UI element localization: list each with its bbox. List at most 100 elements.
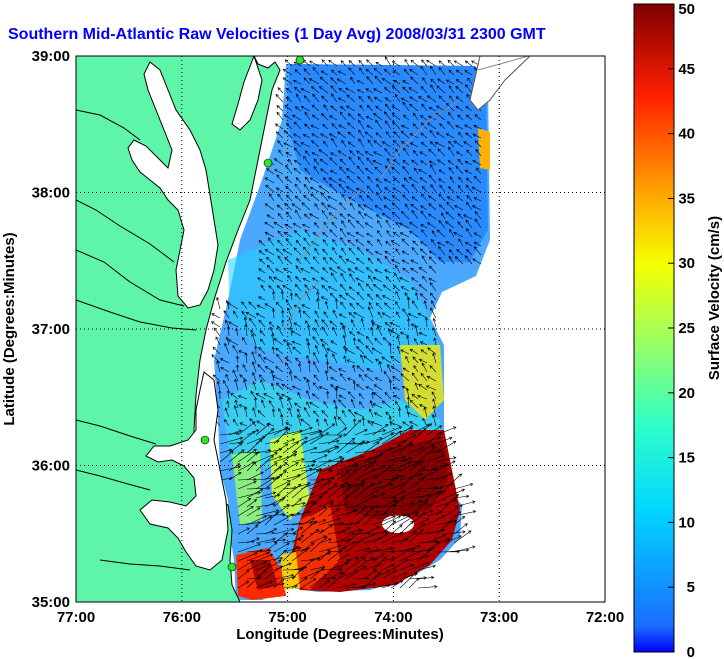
velocity-vector xyxy=(318,468,334,473)
velocity-vector xyxy=(235,327,239,337)
velocity-vector xyxy=(246,574,262,589)
velocity-vector xyxy=(304,123,311,130)
velocity-vector xyxy=(358,373,365,382)
velocity-vector xyxy=(328,366,338,373)
coverage-gap xyxy=(382,515,414,533)
velocity-vector xyxy=(412,123,419,130)
velocity-vector xyxy=(277,87,284,94)
velocity-vector xyxy=(399,520,414,535)
velocity-vector xyxy=(473,197,482,202)
velocity-vector xyxy=(390,329,401,337)
velocity-vector xyxy=(270,382,275,391)
velocity-vector xyxy=(429,129,437,139)
velocity-vector xyxy=(410,259,419,265)
velocity-vector xyxy=(363,213,374,220)
velocity-vector xyxy=(246,524,259,535)
velocity-vector xyxy=(418,169,428,175)
velocity-vector xyxy=(237,430,256,445)
velocity-vector xyxy=(321,59,329,67)
velocity-vector xyxy=(348,156,356,166)
radar-station-marker xyxy=(200,435,210,445)
velocity-vector xyxy=(473,175,482,184)
velocity-vector xyxy=(438,95,446,103)
velocity-vector xyxy=(336,495,350,508)
velocity-vector xyxy=(463,141,473,148)
velocity-vector xyxy=(428,278,437,283)
plot-frame xyxy=(75,55,606,603)
velocity-vector xyxy=(245,311,257,319)
velocity-vector xyxy=(370,421,383,427)
velocity-vector xyxy=(458,176,464,184)
velocity-vector xyxy=(465,114,473,121)
plot-area xyxy=(75,55,606,603)
velocity-vector xyxy=(330,272,338,283)
velocity-vector xyxy=(388,379,392,391)
velocity-vector xyxy=(339,322,347,328)
velocity-vector xyxy=(264,556,284,562)
velocity-vector xyxy=(255,516,273,526)
velocity-vector xyxy=(408,477,425,490)
velocity-vector xyxy=(465,132,473,139)
velocity-vector xyxy=(257,277,266,283)
velocity-vector xyxy=(291,527,304,535)
velocity-vector xyxy=(373,392,383,400)
velocity-vector xyxy=(291,483,309,499)
velocity-vector xyxy=(306,401,311,409)
velocity-vector xyxy=(360,318,365,328)
velocity-vector xyxy=(314,310,320,319)
velocity-vector xyxy=(426,490,444,499)
velocity-vector xyxy=(429,282,437,292)
velocity-vector xyxy=(364,167,374,175)
velocity-vector xyxy=(354,482,375,499)
velocity-vector xyxy=(237,421,256,436)
velocity-vector xyxy=(373,88,383,94)
velocity-vector xyxy=(354,429,368,436)
velocity-vector xyxy=(237,506,254,517)
velocity-vector xyxy=(237,477,257,482)
velocity-vector xyxy=(365,283,374,292)
velocity-vector xyxy=(318,149,329,157)
velocity-vector xyxy=(293,121,302,130)
velocity-vector xyxy=(345,440,366,454)
velocity-vector xyxy=(358,393,365,400)
velocity-vector xyxy=(384,120,392,130)
velocity-vector xyxy=(399,544,421,553)
velocity-vector xyxy=(431,230,437,238)
velocity-vector xyxy=(354,461,373,472)
velocity-vector xyxy=(408,459,425,464)
velocity-vector xyxy=(276,111,284,121)
velocity-vector xyxy=(455,96,464,103)
velocity-vector xyxy=(408,427,427,445)
bathymetry-contours xyxy=(284,56,529,331)
velocity-vector xyxy=(326,348,338,355)
velocity-vector xyxy=(282,521,303,526)
velocity-vector xyxy=(429,365,437,373)
velocity-vector xyxy=(302,310,311,319)
velocity-vector xyxy=(268,400,275,409)
velocity-vector xyxy=(420,205,428,211)
velocity-vector xyxy=(363,571,382,589)
velocity-vector xyxy=(322,267,329,274)
velocity-vector xyxy=(391,61,401,67)
velocity-vector xyxy=(390,524,403,535)
velocity-vector xyxy=(327,508,340,517)
velocity-vector xyxy=(256,420,266,427)
velocity-vector xyxy=(435,456,457,463)
y-tick-label: 39:00 xyxy=(32,48,70,65)
velocity-vector xyxy=(313,158,320,166)
velocity-vector xyxy=(428,265,437,274)
velocity-vector xyxy=(375,302,383,310)
velocity-vector xyxy=(296,408,302,418)
velocity-vector xyxy=(237,480,257,490)
velocity-vector xyxy=(284,356,293,364)
velocity-vector xyxy=(385,276,392,283)
velocity-vector xyxy=(336,484,356,499)
velocity-vector xyxy=(417,468,438,472)
velocity-vector xyxy=(265,256,275,265)
colorbar-tick-label: 25 xyxy=(678,320,695,337)
velocity-vector xyxy=(297,391,302,400)
velocity-vector xyxy=(320,192,329,202)
velocity-vector xyxy=(336,583,357,589)
velocity-vector xyxy=(449,228,455,238)
velocity-vector xyxy=(320,113,329,121)
